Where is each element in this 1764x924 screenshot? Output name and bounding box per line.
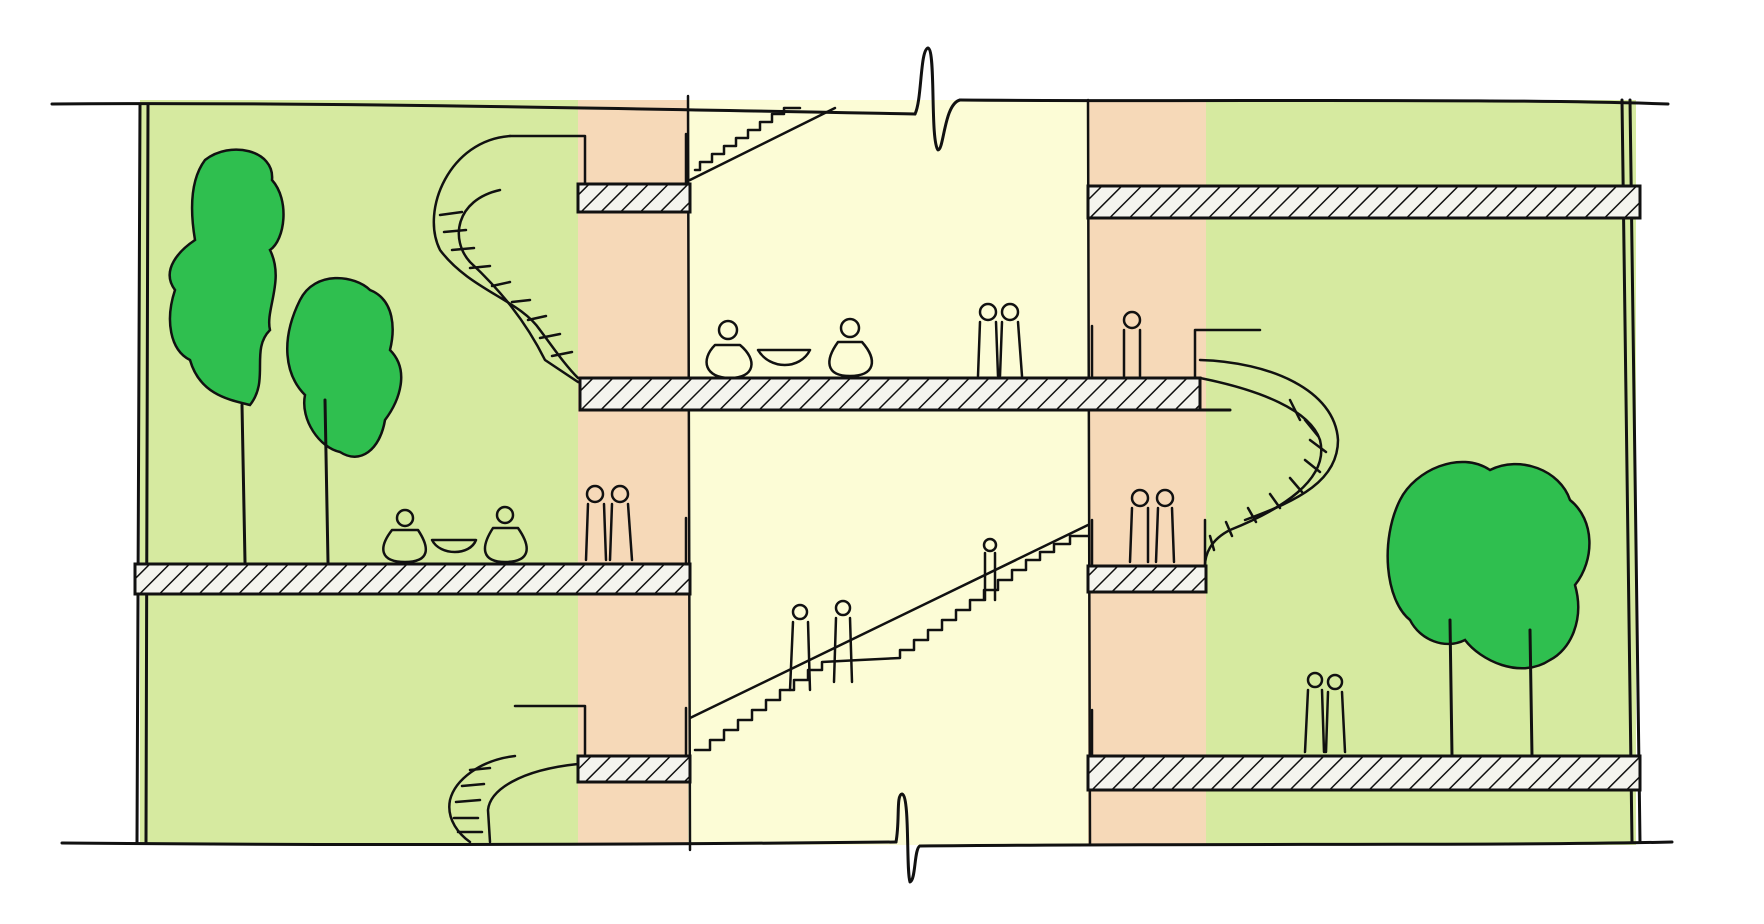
circulation-band-left [578,100,688,845]
spiral-stair-right [1198,358,1340,568]
outer-wall-left [135,102,150,844]
slab-lower-left [133,562,692,596]
slab-lower-right [1086,564,1208,594]
roof-line-left [50,102,917,116]
column-line-left [686,94,692,852]
atrium-stair-lower [688,523,1090,752]
railing-middle [1090,324,1262,380]
atrium-stair-upper [688,106,837,182]
slab-middle [578,376,1202,412]
ground-break-mark [894,792,922,884]
atrium-zone [688,100,1088,845]
slab-top-left [576,182,692,214]
people-group-lower [382,484,1176,602]
tree-left-short [286,276,403,564]
tree-left-tall [168,148,285,564]
circulation-band-right [1088,100,1206,845]
column-line-right [1086,98,1092,847]
slab-bottom-right [1086,754,1642,792]
railing-bottom-left [513,704,688,758]
ground-line-right [918,840,1674,848]
roof-break-mark [913,46,962,152]
outer-wall-right [1620,98,1642,844]
spiral-stair-left-upper [432,134,580,384]
spiral-stair-left-bottom [448,754,580,844]
ground-line-left [60,840,898,847]
people-group-middle [705,302,1142,380]
railing-top-left [508,132,688,186]
tree-right-pair [1386,460,1591,758]
roof-line-right [958,98,1670,106]
slab-top-right [1086,184,1642,220]
garden-zone-right [1206,100,1636,845]
slab-bottom-left [576,754,692,784]
people-on-stair [788,599,1347,754]
